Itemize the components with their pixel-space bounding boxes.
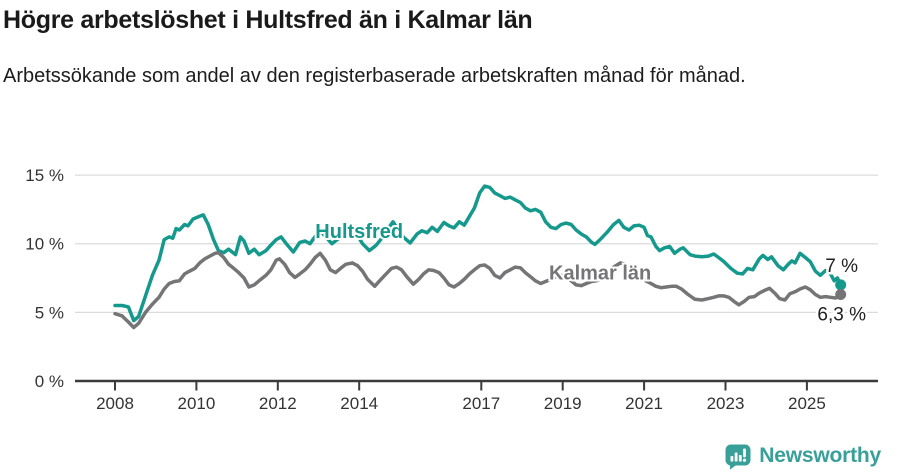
series-end-value-label: 7 %: [825, 256, 858, 277]
series-end-dot: [835, 279, 847, 291]
y-axis-tick-label: 5 %: [35, 303, 64, 322]
x-axis-tick-label: 2021: [625, 394, 663, 413]
x-axis-tick-label: 2012: [259, 394, 297, 413]
series-end-dot: [835, 289, 847, 301]
x-axis-tick-label: 2025: [788, 394, 826, 413]
x-axis-tick-label: 2014: [340, 394, 378, 413]
series-name-label: Hultsfred: [315, 221, 403, 243]
newsworthy-logo[interactable]: Newsworthy: [724, 442, 881, 470]
y-axis-tick-label: 10 %: [25, 235, 64, 254]
series-line: [113, 250, 843, 330]
series-line: [113, 184, 843, 323]
x-axis-tick-label: 2019: [544, 394, 582, 413]
y-axis-tick-label: 0 %: [35, 372, 64, 391]
y-axis-tick-label: 15 %: [25, 166, 64, 185]
series-name-label: Kalmar län: [549, 263, 651, 285]
x-axis-tick-label: 2010: [177, 394, 215, 413]
newsworthy-chart-bubble-icon: [725, 444, 751, 470]
chart-subtitle: Arbetssökande som andel av den registerb…: [3, 65, 746, 87]
x-axis-tick-label: 2008: [96, 394, 134, 413]
x-axis-tick-label: 2017: [462, 394, 500, 413]
newsworthy-logo-text: Newsworthy: [759, 444, 881, 467]
series-end-value-label: 6,3 %: [817, 305, 866, 326]
x-axis-tick-label: 2023: [707, 394, 745, 413]
chart-title: Högre arbetslöshet i Hultsfred än i Kalm…: [3, 6, 533, 34]
